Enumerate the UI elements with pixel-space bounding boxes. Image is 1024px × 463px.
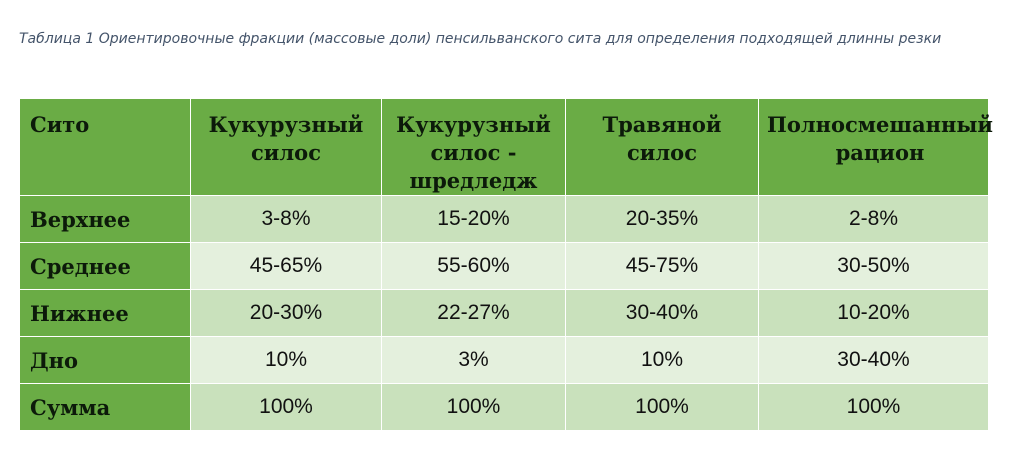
table-row: Среднее 45-65% 55-60% 45-75% 30-50% (19, 242, 989, 290)
table-row: Дно 10% 3% 10% 30-40% (19, 336, 989, 384)
table-cell: 2-8% (758, 195, 989, 243)
table-cell: 30-40% (565, 289, 759, 337)
table-caption: Таблица 1 Ориентировочные фракции (массо… (19, 31, 942, 47)
table-row: Нижнее 20-30% 22-27% 30-40% 10-20% (19, 289, 989, 337)
table-cell: 20-35% (565, 195, 759, 243)
row-label-upper: Верхнее (19, 195, 191, 243)
table-cell: 45-75% (565, 242, 759, 290)
table-cell: 100% (381, 383, 566, 431)
row-label-total: Сумма (19, 383, 191, 431)
table-cell: 30-40% (758, 336, 989, 384)
row-label-middle: Среднее (19, 242, 191, 290)
table-cell: 10-20% (758, 289, 989, 337)
sieve-fractions-table: Сито Кукурузный силос Кукурузный силос -… (19, 98, 993, 431)
table-cell: 10% (565, 336, 759, 384)
header-sieve: Сито (19, 98, 191, 196)
table-cell: 100% (190, 383, 382, 431)
row-label-lower: Нижнее (19, 289, 191, 337)
table-cell: 10% (190, 336, 382, 384)
table-cell: 20-30% (190, 289, 382, 337)
table-cell: 100% (758, 383, 989, 431)
table-row: Сумма 100% 100% 100% 100% (19, 383, 989, 431)
table-cell: 3% (381, 336, 566, 384)
header-tmr: Полносмешанный рацион (758, 98, 993, 196)
table-cell: 3-8% (190, 195, 382, 243)
table-cell: 15-20% (381, 195, 566, 243)
header-row: Сито Кукурузный силос Кукурузный силос -… (19, 98, 993, 196)
table-cell: 100% (565, 383, 759, 431)
header-corn-silage-shredlage: Кукурузный силос - шредледж (381, 98, 566, 196)
header-corn-silage: Кукурузный силос (190, 98, 382, 196)
table-cell: 22-27% (381, 289, 566, 337)
table-cell: 55-60% (381, 242, 566, 290)
table-cell: 30-50% (758, 242, 989, 290)
table-row: Верхнее 3-8% 15-20% 20-35% 2-8% (19, 195, 989, 243)
table-cell: 45-65% (190, 242, 382, 290)
row-label-bottom: Дно (19, 336, 191, 384)
header-grass-silage: Травяной силос (565, 98, 759, 196)
